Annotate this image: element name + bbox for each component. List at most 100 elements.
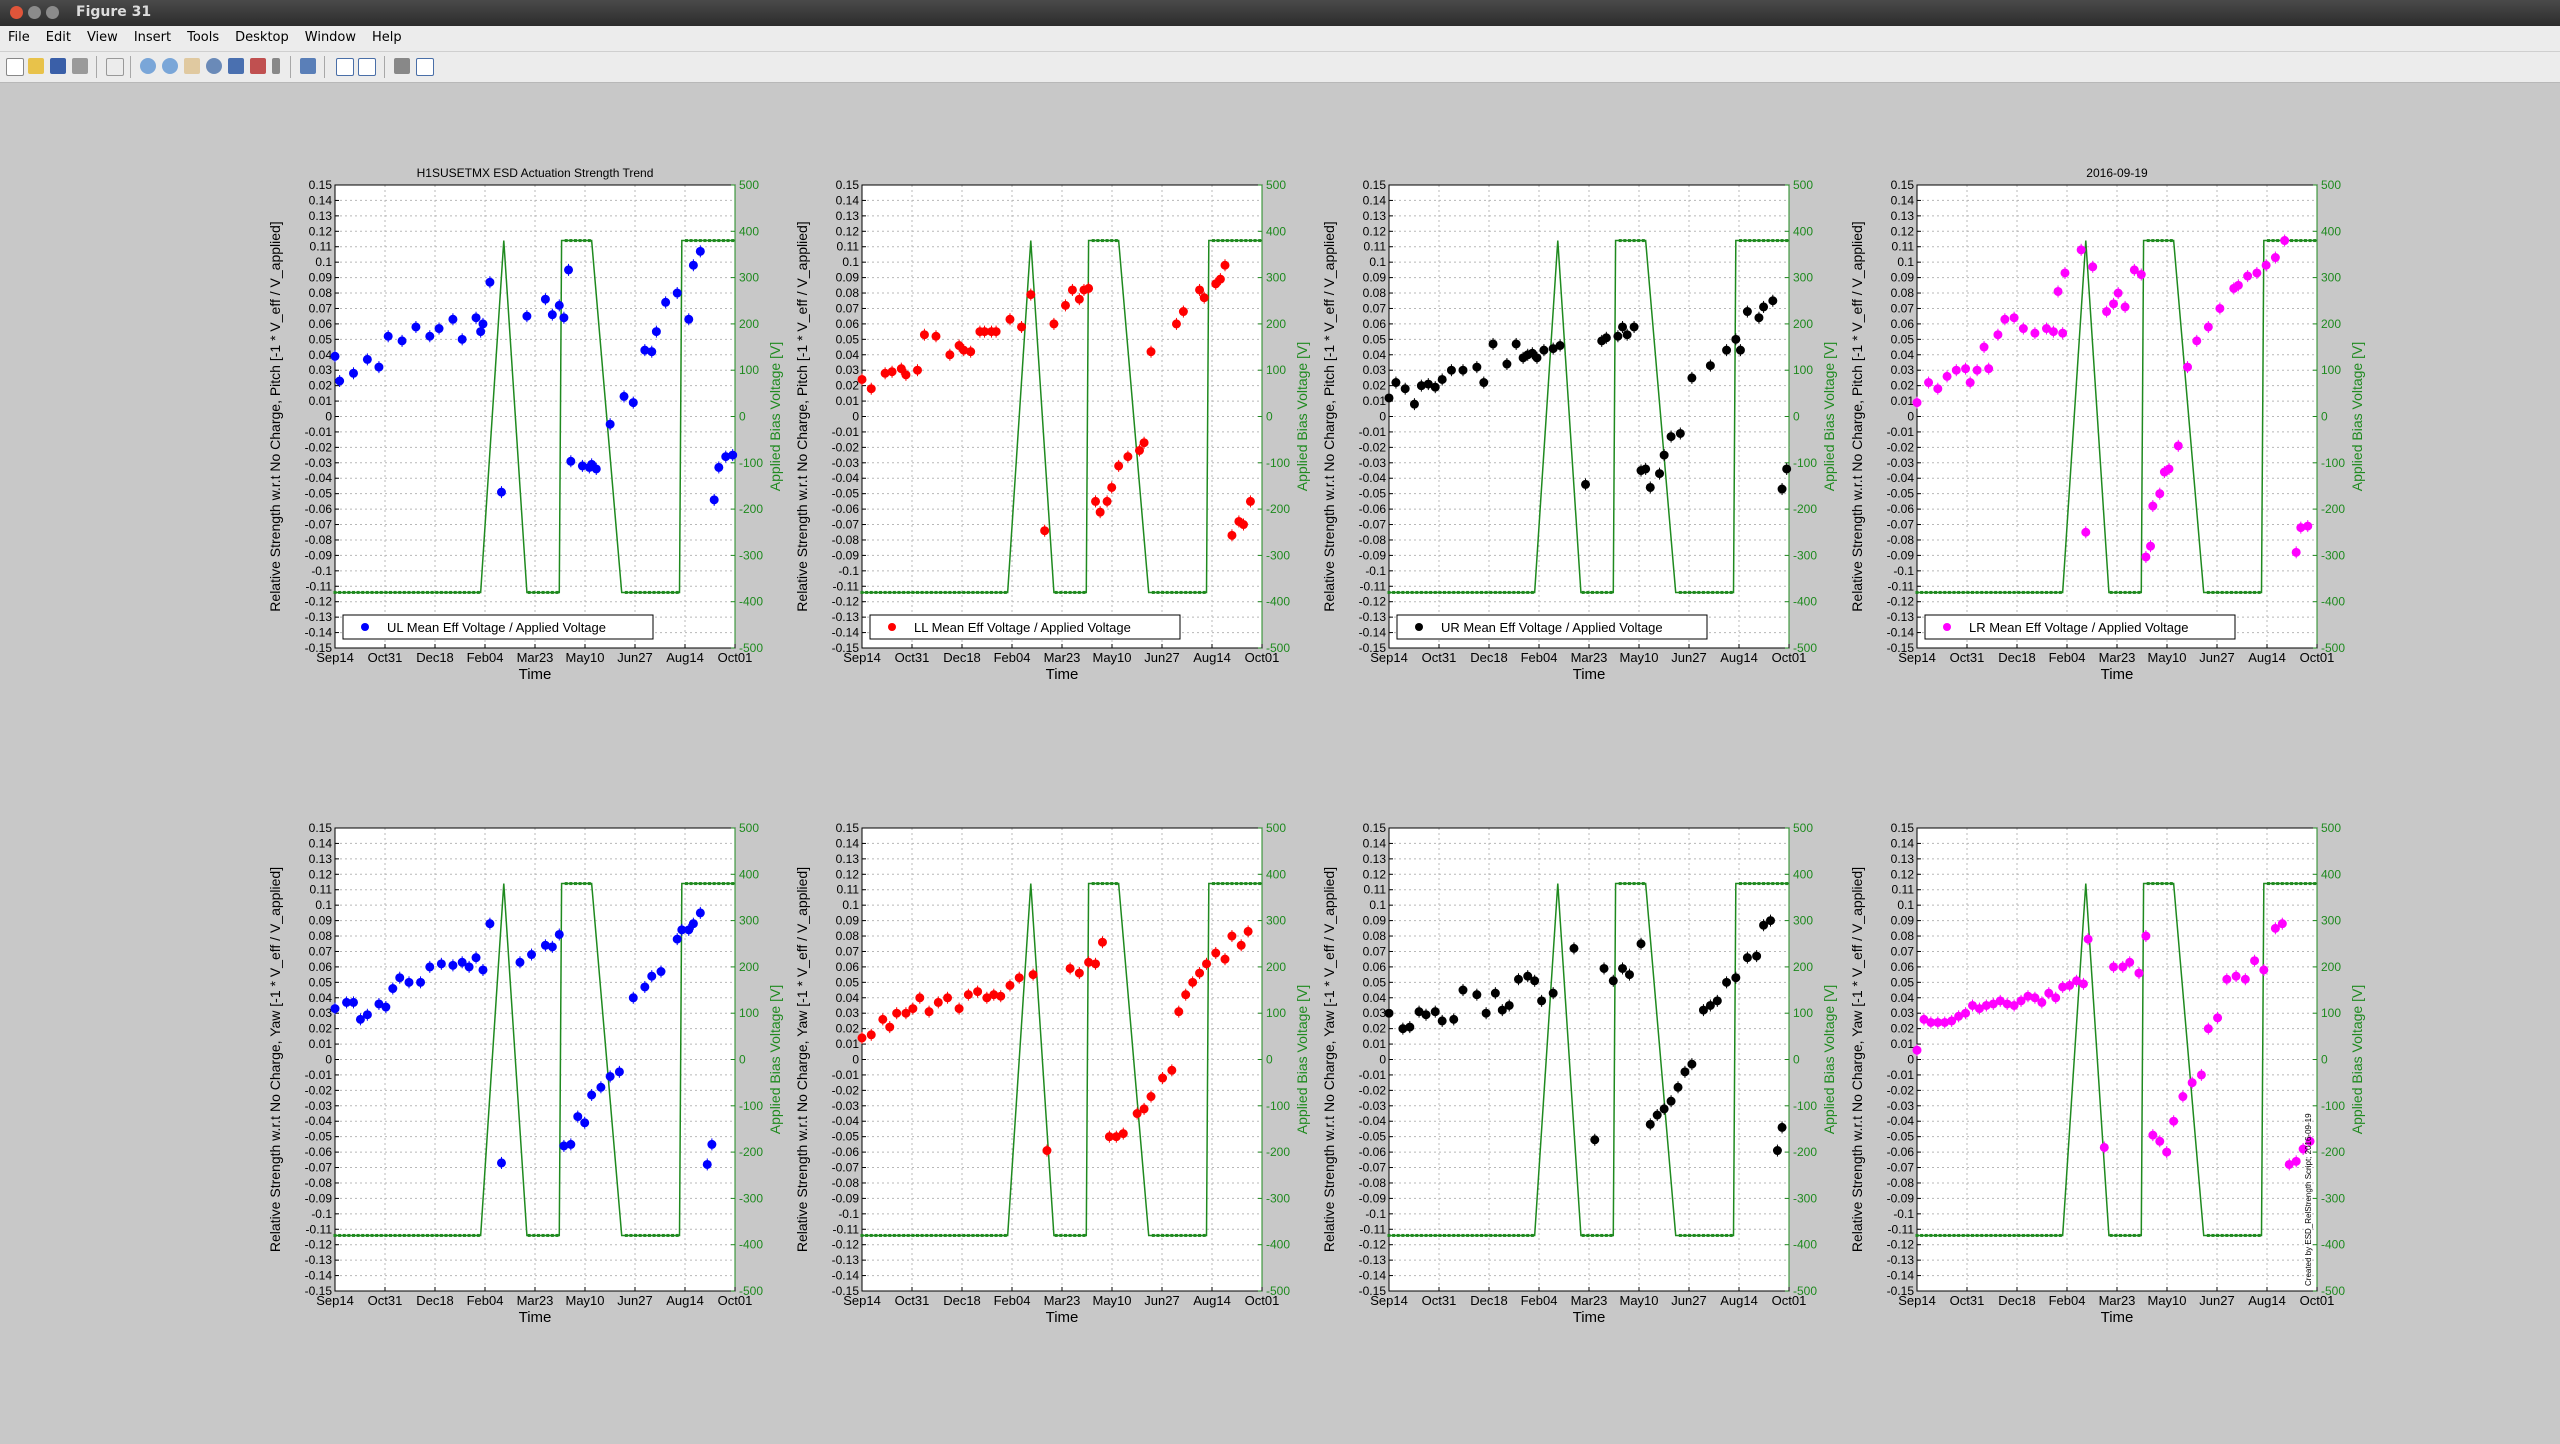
menu-insert[interactable]: Insert (133, 30, 172, 45)
y-tick-label: -0.06 (832, 1145, 860, 1159)
bias-voltage-point (1401, 1233, 1405, 1237)
data-point (1430, 1007, 1440, 1017)
menu-edit[interactable]: Edit (45, 30, 71, 45)
bias-voltage-point (897, 590, 901, 594)
y2-tick-label: 400 (1793, 867, 1813, 881)
bias-voltage-point (1975, 1233, 1979, 1237)
bias-voltage-point (449, 1233, 453, 1237)
bias-voltage-point (2165, 239, 2169, 243)
menu-file[interactable]: File (8, 30, 30, 45)
bias-voltage-point (2234, 1233, 2238, 1237)
menu-tools[interactable]: Tools (187, 30, 220, 45)
data-point (1107, 482, 1117, 492)
y-tick-label: -0.11 (306, 579, 333, 593)
zoom-in-icon[interactable] (140, 58, 156, 74)
rotate-3d-icon[interactable] (206, 58, 222, 74)
y-tick-label: -0.05 (1887, 487, 1915, 501)
data-point (2109, 299, 2119, 309)
y2-tick-label: -300 (1793, 1191, 1817, 1205)
colorbar-icon[interactable] (300, 58, 316, 74)
menu-desktop[interactable]: Desktop (235, 30, 289, 45)
show-plot-tools-icon[interactable] (394, 58, 410, 74)
pointer-icon[interactable] (106, 58, 124, 76)
bias-voltage-point (2234, 590, 2238, 594)
bias-voltage-point (2132, 1233, 2136, 1237)
bias-voltage-point (1174, 590, 1178, 594)
data-point (1618, 322, 1628, 332)
bias-voltage-point (1581, 1233, 1585, 1237)
bias-voltage-point (407, 1233, 411, 1237)
y-tick-label: -0.07 (1887, 518, 1915, 532)
zoom-out-icon[interactable] (162, 58, 178, 74)
data-point (1759, 302, 1769, 312)
bias-voltage-point (1396, 1233, 1400, 1237)
y-axis-label: Relative Strength w.r.t No Charge, Pitch… (1849, 221, 1865, 611)
bias-voltage-point (1609, 590, 1613, 594)
bias-voltage-point (2313, 882, 2317, 886)
y2-tick-label: -300 (1266, 548, 1290, 562)
y-tick-label: 0.03 (1891, 1006, 1915, 1020)
menu-window[interactable]: Window (304, 30, 357, 45)
bias-voltage-point (2303, 882, 2307, 886)
y2-tick-label: 100 (2321, 1006, 2341, 1020)
y2-tick-label: 300 (2321, 914, 2341, 928)
subplot-7: 0.150.140.130.120.110.10.090.080.070.060… (1321, 821, 1837, 1326)
bias-voltage-point (1938, 590, 1942, 594)
brush-icon[interactable] (250, 58, 266, 74)
y-tick-label: -0.06 (305, 1145, 333, 1159)
menu-help[interactable]: Help (372, 30, 402, 45)
data-point (1912, 1045, 1922, 1055)
data-cursor-icon[interactable] (228, 58, 244, 74)
bias-voltage-point (1188, 1233, 1192, 1237)
print-icon[interactable] (72, 58, 88, 74)
close-window-icon[interactable] (10, 6, 23, 19)
bias-voltage-point (647, 590, 651, 594)
maximize-window-icon[interactable] (46, 6, 59, 19)
bias-voltage-point (1438, 1233, 1442, 1237)
bias-voltage-point (1924, 1233, 1928, 1237)
data-point (1195, 285, 1205, 295)
data-point (496, 487, 506, 497)
bias-voltage-markers (1387, 239, 1789, 594)
pan-icon[interactable] (184, 58, 200, 74)
minimize-window-icon[interactable] (28, 6, 41, 19)
open-file-icon[interactable] (28, 58, 44, 74)
x-tick-label: Mar23 (1044, 650, 1081, 665)
data-point (1608, 976, 1618, 986)
bias-voltage-point (624, 1233, 628, 1237)
save-icon[interactable] (50, 58, 66, 74)
data-point (912, 365, 922, 375)
x-tick-label: May10 (2147, 1293, 2186, 1308)
x-tick-label: Jun27 (1144, 650, 1179, 665)
data-point (1722, 345, 1732, 355)
dock-figure-icon[interactable] (416, 58, 434, 76)
new-figure-icon[interactable] (6, 58, 24, 76)
data-point (540, 294, 550, 304)
y-tick-label: 0.04 (836, 348, 860, 362)
link-plot-icon[interactable] (272, 58, 280, 74)
data-point (1513, 974, 1523, 984)
bias-voltage-point (1530, 590, 1534, 594)
data-point (1924, 378, 1934, 388)
bias-voltage-point (1998, 1233, 2002, 1237)
bias-voltage-point (2003, 590, 2007, 594)
bias-voltage-point (999, 1233, 1003, 1237)
menu-view[interactable]: View (86, 30, 118, 45)
y-tick-label: -0.14 (1359, 1269, 1387, 1283)
bias-voltage-point (1692, 590, 1696, 594)
bias-voltage-point (948, 1233, 952, 1237)
data-point (1174, 1007, 1184, 1017)
data-point (1084, 283, 1094, 293)
y-tick-label: -0.06 (1359, 1145, 1387, 1159)
data-point (1972, 365, 1982, 375)
bias-voltage-point (1054, 590, 1058, 594)
x-tick-label: Aug14 (1193, 650, 1231, 665)
bias-voltage-point (1627, 239, 1631, 243)
legend-icon[interactable] (336, 58, 354, 76)
bias-voltage-point (1082, 590, 1086, 594)
bias-voltage-point (1216, 882, 1220, 886)
bias-voltage-point (2308, 882, 2312, 886)
bias-voltage-point (976, 1233, 980, 1237)
hide-plot-tools-icon[interactable] (358, 58, 376, 76)
bias-voltage-point (1059, 590, 1063, 594)
